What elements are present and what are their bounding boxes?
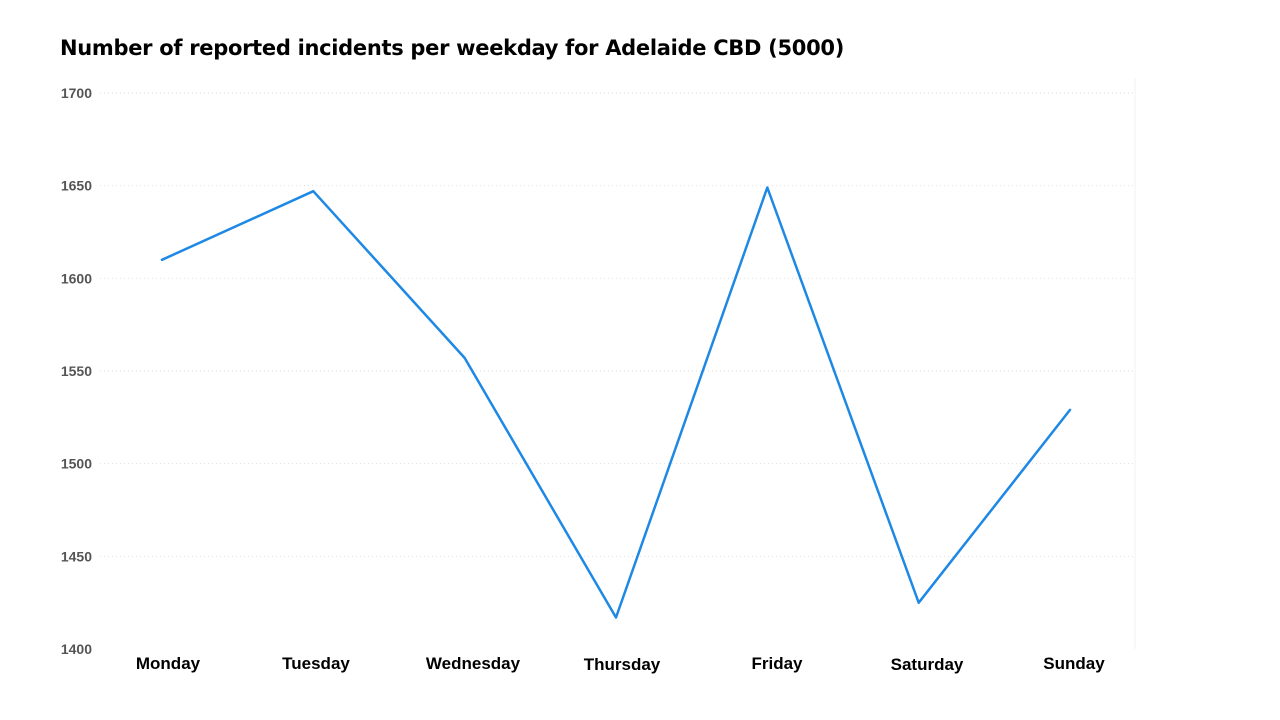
x-tick-label-friday: Friday — [751, 654, 803, 673]
data-point-tuesday[interactable] — [309, 187, 317, 195]
data-point-friday[interactable] — [763, 184, 771, 192]
x-tick-label-sunday: Sunday — [1043, 654, 1105, 673]
chart-title: Number of reported incidents per weekday… — [60, 36, 844, 60]
y-tick-label: 1700 — [61, 85, 92, 101]
data-point-thursday[interactable] — [612, 613, 620, 621]
y-tick-label: 1450 — [61, 548, 92, 564]
y-tick-label: 1600 — [61, 270, 92, 286]
y-tick-label: 1500 — [61, 456, 92, 472]
gridlines — [100, 78, 1136, 649]
x-tick-label-wednesday: Wednesday — [426, 654, 521, 673]
x-tick-label-monday: Monday — [136, 654, 201, 673]
y-tick-label: 1400 — [61, 641, 92, 657]
x-axis-tick-labels: Monday Tuesday Wednesday Thursday Friday Satu… — [136, 654, 1105, 674]
series-layer — [158, 184, 1074, 621]
data-point-saturday[interactable] — [915, 599, 923, 607]
series-line-0 — [160, 186, 1072, 619]
data-point-wednesday[interactable] — [461, 354, 469, 362]
y-tick-label: 1550 — [61, 363, 92, 379]
x-tick-label-tuesday: Tuesday — [282, 654, 350, 673]
x-tick-label-saturday: Saturday — [891, 655, 964, 674]
data-point-monday[interactable] — [158, 256, 166, 264]
data-point-sunday[interactable] — [1066, 406, 1074, 414]
x-tick-label-thursday: Thursday — [584, 655, 661, 674]
y-axis-tick-labels: 1400 1450 1500 1550 1600 1650 1700 — [61, 85, 92, 657]
y-tick-label: 1650 — [61, 178, 92, 194]
